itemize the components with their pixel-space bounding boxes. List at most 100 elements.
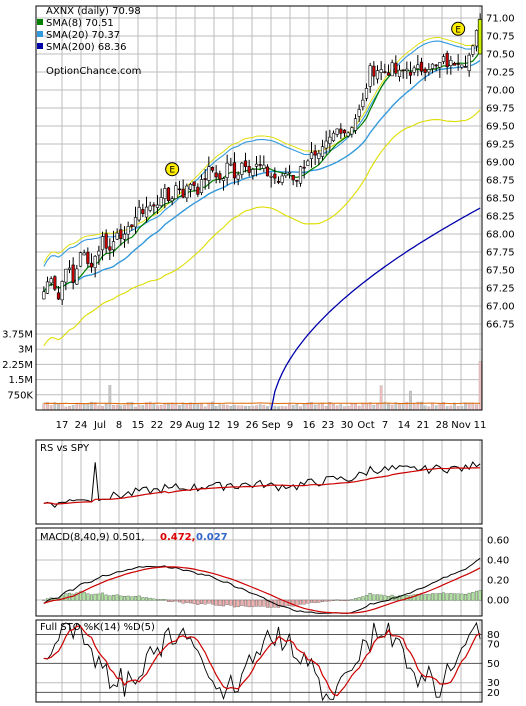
volume-bar — [438, 403, 442, 411]
macd-histogram-bar — [152, 598, 156, 601]
macd-histogram-bar — [331, 599, 336, 601]
macd-histogram-bar — [364, 595, 369, 601]
macd-histogram-bar — [159, 599, 163, 601]
candlesticks — [42, 13, 483, 305]
price-tick-label: 69.25 — [486, 140, 515, 151]
macd-histogram-bar — [445, 593, 449, 601]
candle-body — [42, 291, 46, 300]
candle-body — [313, 150, 317, 156]
volume-bar — [255, 405, 258, 411]
volume-bar — [361, 402, 365, 411]
sto-d-line — [43, 625, 481, 697]
earnings-marker: E — [451, 21, 466, 36]
candle-body — [196, 186, 200, 195]
x-tick-label: 29 — [170, 420, 183, 431]
candle-body — [324, 140, 328, 149]
panel-frame — [35, 527, 483, 617]
macd-histogram-bar — [130, 596, 134, 601]
price-tick-label: 71.00 — [486, 14, 515, 25]
macd-histogram-bar — [225, 599, 229, 605]
sto-k-line — [43, 621, 481, 702]
candle-body — [243, 160, 248, 167]
volume-bar — [152, 402, 156, 411]
volume-bar — [112, 405, 115, 411]
price-tick-label: 67.50 — [486, 266, 515, 277]
yellow-upper-band — [43, 37, 481, 264]
panel-frame — [35, 619, 483, 703]
macd-histogram-bar — [441, 592, 446, 601]
candle-body — [430, 63, 435, 69]
candle-body — [89, 262, 94, 268]
candle-body — [405, 68, 409, 72]
volume-bar — [354, 403, 357, 411]
macd-histogram-bar — [328, 599, 332, 602]
candle-body — [185, 185, 189, 199]
candle-body — [152, 204, 156, 207]
candle-body — [137, 206, 141, 221]
candle-body — [203, 178, 207, 180]
legend-swatch — [37, 43, 43, 49]
volume-bar — [478, 361, 482, 411]
volume-bar — [288, 403, 291, 411]
macd-histogram-bar — [170, 599, 174, 602]
macd-histogram-bar — [240, 599, 244, 606]
macd-histogram-bar — [115, 594, 119, 601]
x-tick-label: 12 — [208, 420, 221, 431]
candle-body — [141, 209, 145, 214]
volume-bar — [335, 405, 339, 411]
x-tick-label: 16 — [303, 420, 316, 431]
macd-signal — [43, 566, 481, 614]
candle-body — [273, 173, 277, 179]
candle-body — [390, 62, 394, 77]
volume-bar — [156, 405, 159, 411]
legend-label: SMA(200) 68.36 — [46, 42, 127, 53]
volume-bar — [247, 406, 251, 411]
macd-histogram-bar — [199, 599, 204, 604]
macd-label: MACD(8,40,9) 0.501, — [40, 532, 145, 543]
candle-body — [269, 175, 273, 178]
price-tick-label: 69.75 — [486, 104, 515, 115]
volume-bar — [258, 404, 262, 411]
macd-histogram-bar — [416, 593, 420, 601]
macd-histogram-bar — [174, 599, 178, 602]
macd-histogram-bar — [71, 593, 75, 601]
candle-body — [122, 233, 127, 240]
volume-bar — [299, 406, 302, 411]
macd-histogram-bar — [423, 594, 427, 601]
candle-body — [309, 152, 314, 159]
volume-bars — [42, 361, 482, 411]
candle-body — [357, 109, 361, 117]
macd-histogram-bar — [86, 593, 90, 601]
candle-body — [45, 281, 50, 294]
x-tick-label: Jul — [93, 420, 106, 431]
macd-histogram-bar — [361, 596, 365, 601]
macd-histogram-bar — [456, 593, 460, 601]
price-tick-label: 67.75 — [486, 248, 515, 259]
volume-bar — [475, 404, 478, 411]
candle-body — [100, 236, 105, 251]
volume-bar — [431, 402, 434, 411]
sma200-line — [270, 207, 481, 411]
macd-histogram-bar — [302, 599, 306, 605]
candle-body — [346, 132, 350, 137]
macd-histogram-bar — [309, 599, 314, 603]
candle-body — [75, 268, 79, 285]
macd-histogram-bar — [324, 599, 328, 602]
macd-histogram-bar — [291, 599, 295, 607]
macd-histogram-bar — [141, 597, 145, 601]
candle-body — [251, 169, 255, 176]
macd-histogram-bar — [298, 599, 303, 605]
rs-label: RS vs SPY — [40, 443, 90, 454]
macd-histogram-bar — [214, 599, 218, 606]
volume-bar — [346, 406, 350, 411]
candle-body — [302, 166, 306, 169]
candle-body — [262, 164, 266, 169]
sto-tick-label: 70 — [487, 640, 500, 651]
macd-tick-label: 0.40 — [487, 556, 509, 567]
x-tick-label: 15 — [132, 420, 145, 431]
macd-histogram-bar — [137, 595, 141, 601]
macd-histogram-bar — [339, 599, 343, 601]
volume-bar — [181, 402, 185, 411]
macd-histogram-bar — [284, 599, 288, 607]
macd-histogram-bar — [438, 593, 442, 601]
